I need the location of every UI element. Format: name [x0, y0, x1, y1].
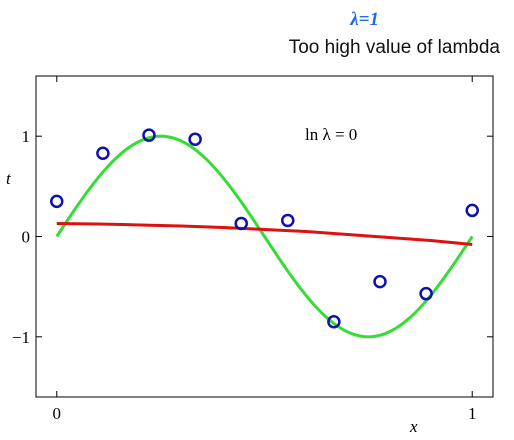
- annotation-ln-lambda: ln λ = 0: [305, 125, 357, 144]
- data-point: [142, 128, 156, 142]
- data-point: [373, 274, 387, 289]
- data-point: [281, 213, 295, 228]
- x-tick-label: 1: [468, 404, 477, 423]
- curves: [55, 134, 474, 339]
- axis-ticks: 0 1 −1 0 1: [12, 76, 493, 423]
- y-tick-label: 1: [22, 127, 31, 146]
- fitted-curve: [56, 221, 473, 247]
- y-tick-label: −1: [12, 328, 30, 347]
- chart-subtitle: Too high value of lambda: [288, 37, 500, 58]
- data-point: [50, 194, 64, 209]
- x-axis-label: x: [409, 417, 418, 436]
- data-point: [419, 286, 433, 301]
- data-points: [50, 128, 479, 329]
- data-point: [96, 146, 110, 160]
- y-tick-label: 0: [22, 228, 31, 247]
- data-point: [234, 216, 248, 231]
- data-point: [188, 132, 202, 146]
- true-function-curve: [55, 134, 474, 339]
- x-tick-label: 0: [53, 404, 62, 423]
- chart-title: λ=1: [350, 9, 379, 30]
- data-point: [327, 315, 341, 329]
- data-point: [465, 203, 479, 218]
- y-axis-label: t: [6, 169, 12, 188]
